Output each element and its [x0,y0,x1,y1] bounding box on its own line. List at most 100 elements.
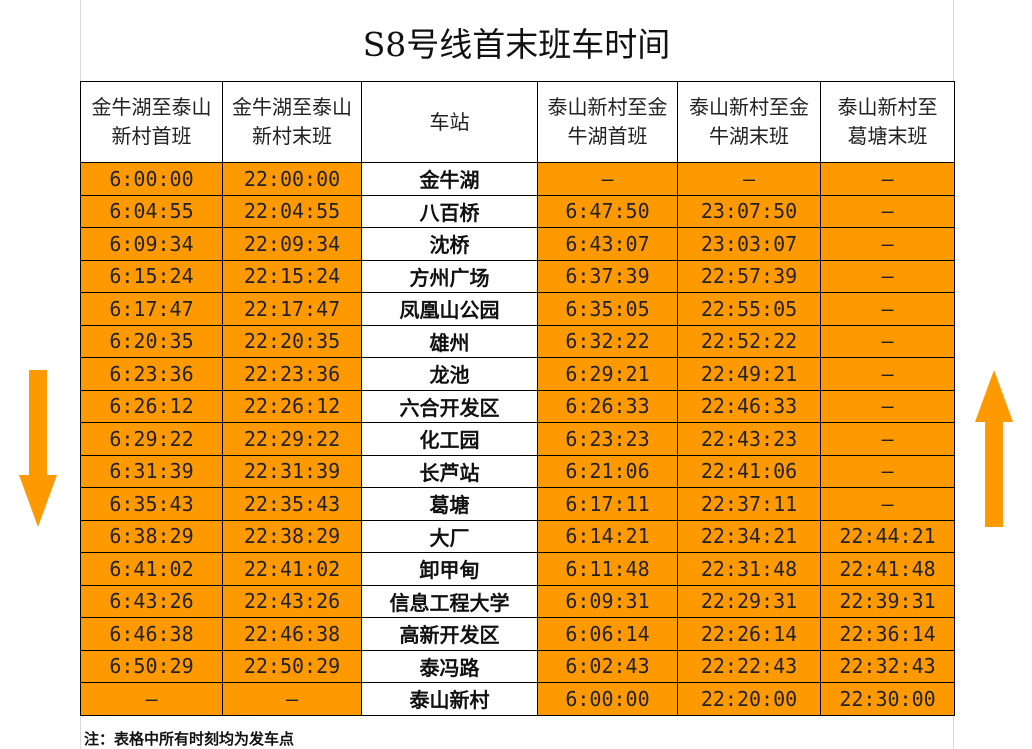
time-cell: 6:23:36 [80,357,223,391]
time-cell: 6:04:55 [80,194,223,228]
time-cell: 6:21:06 [537,454,678,488]
table-row: 6:43:26 22:43:26 信息工程大学 6:09:31 22:29:31 22:3… [80,584,955,618]
time-cell: — [820,259,955,293]
table-row: 6:46:38 22:46:38 高新开发区 6:06:14 22:26:14 22:36… [80,617,955,651]
station-name: 泰冯路 [361,649,538,683]
station-name: 八百桥 [361,194,538,228]
time-cell: 6:06:14 [537,617,678,651]
time-cell: 22:15:24 [222,259,362,293]
table-row: 6:35:43 22:35:43 葛塘 6:17:11 22:37:11— [80,487,955,521]
time-cell: — [820,324,955,358]
table-row: 6:50:29 22:50:29 泰冯路 6:02:43 22:22:43 22:32:4… [80,649,955,683]
time-cell: 23:07:50 [677,194,821,228]
time-cell: 6:14:21 [537,519,678,553]
time-cell: 6:15:24 [80,259,223,293]
time-cell: 22:36:14 [820,617,955,651]
arrow-up-icon [975,370,1013,527]
table-header-row: 金牛湖至泰山新村首班 金牛湖至泰山新村末班 车站 泰山新村至金牛湖首班 泰山新村至金牛湖… [80,81,955,163]
time-cell: — [820,194,955,228]
time-cell: 22:34:21 [677,519,821,553]
time-cell: 6:17:47 [80,292,223,326]
table-row: 6:41:02 22:41:02 卸甲甸 6:11:48 22:31:48 22:41:4… [80,552,955,586]
time-cell: 22:46:38 [222,617,362,651]
time-cell: 22:35:43 [222,487,362,521]
time-cell: 23:03:07 [677,227,821,261]
time-cell: 6:02:43 [537,649,678,683]
table-row: 6:17:47 22:17:47 凤凰山公园 6:35:05 22:55:05— [80,292,955,326]
time-cell: — [537,162,678,196]
timetable: 金牛湖至泰山新村首班 金牛湖至泰山新村末班 车站 泰山新村至金牛湖首班 泰山新村至金牛湖… [80,81,955,716]
time-cell: 6:31:39 [80,454,223,488]
time-cell: 22:26:12 [222,389,362,423]
table-row: 6:09:34 22:09:34 沈桥 6:43:07 23:03:07— [80,227,955,261]
time-cell: 22:52:22 [677,324,821,358]
time-cell: 22:50:29 [222,649,362,683]
time-cell: 22:04:55 [222,194,362,228]
time-cell: 22:46:33 [677,389,821,423]
station-name: 长芦站 [361,454,538,488]
column-header: 金牛湖至泰山新村末班 [222,81,362,163]
column-header: 金牛湖至泰山新村首班 [80,81,223,163]
time-cell: 6:37:39 [537,259,678,293]
table-row: — — 泰山新村 6:00:00 22:20:00 22:30:00 [80,682,955,716]
time-cell: 6:35:05 [537,292,678,326]
table-row: 6:20:35 22:20:35 雄州 6:32:22 22:52:22— [80,324,955,358]
time-cell: 22:20:35 [222,324,362,358]
time-cell: 22:37:11 [677,487,821,521]
station-name: 方州广场 [361,259,538,293]
footnote: 注：表格中所有时刻均为发车点 [84,730,295,748]
time-cell: — [820,389,955,423]
time-cell: 6:38:29 [80,519,223,553]
time-cell: 22:41:06 [677,454,821,488]
column-header: 泰山新村至金牛湖末班 [677,81,821,163]
station-name: 信息工程大学 [361,584,538,618]
time-cell: 6:46:38 [80,617,223,651]
time-cell: 22:31:39 [222,454,362,488]
time-cell: — [820,227,955,261]
time-cell: 22:41:48 [820,552,955,586]
time-cell: 22:23:36 [222,357,362,391]
station-name: 卸甲甸 [361,552,538,586]
time-cell: 22:38:29 [222,519,362,553]
station-name: 沈桥 [361,227,538,261]
station-name: 葛塘 [361,487,538,521]
station-name: 高新开发区 [361,617,538,651]
time-cell: 6:09:31 [537,584,678,618]
station-name: 六合开发区 [361,389,538,423]
table-row: 6:04:55 22:04:55 八百桥 6:47:50 23:07:50— [80,194,955,228]
time-cell: 22:57:39 [677,259,821,293]
time-cell: 22:31:48 [677,552,821,586]
time-cell: 22:39:31 [820,584,955,618]
table-row: 6:26:12 22:26:12 六合开发区 6:26:33 22:46:33— [80,389,955,423]
time-cell: — [677,162,821,196]
time-cell: 22:22:43 [677,649,821,683]
time-cell: — [222,682,362,716]
time-cell: 6:43:07 [537,227,678,261]
time-cell: 22:43:26 [222,584,362,618]
time-cell: 6:26:33 [537,389,678,423]
time-cell: 22:20:00 [677,682,821,716]
time-cell: — [820,357,955,391]
table-row: 6:00:00 22:00:00 金牛湖 — — — [80,162,955,196]
station-name: 化工园 [361,422,538,456]
time-cell: — [80,682,223,716]
time-cell: 22:55:05 [677,292,821,326]
time-cell: 22:32:43 [820,649,955,683]
time-cell: 6:32:22 [537,324,678,358]
time-cell: 22:43:23 [677,422,821,456]
table-row: 6:23:36 22:23:36 龙池 6:29:21 22:49:21— [80,357,955,391]
column-header: 车站 [361,81,538,163]
time-cell: 22:41:02 [222,552,362,586]
time-cell: 6:17:11 [537,487,678,521]
time-cell: 6:11:48 [537,552,678,586]
time-cell: 6:26:12 [80,389,223,423]
time-cell: 6:43:26 [80,584,223,618]
table-row: 6:29:22 22:29:22 化工园 6:23:23 22:43:23— [80,422,955,456]
time-cell: — [820,422,955,456]
time-cell: 22:00:00 [222,162,362,196]
time-cell: 6:09:34 [80,227,223,261]
time-cell: 22:26:14 [677,617,821,651]
time-cell: 6:00:00 [80,162,223,196]
time-cell: 22:44:21 [820,519,955,553]
station-name: 龙池 [361,357,538,391]
